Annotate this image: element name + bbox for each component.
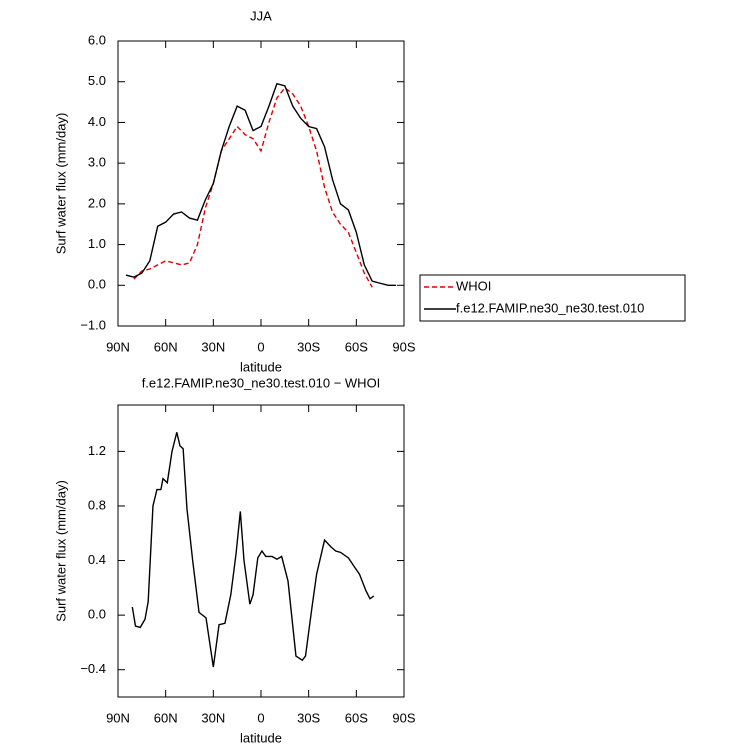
x-tick-label: 60N bbox=[154, 339, 178, 354]
x-tick-label: 30N bbox=[201, 339, 225, 354]
x-axis-label: latitude bbox=[240, 730, 282, 745]
legend-label: f.e12.FAMIP.ne30_ne30.test.010 bbox=[456, 300, 644, 315]
plot-frame bbox=[117, 404, 405, 698]
y-tick-label: 3.0 bbox=[88, 155, 106, 170]
x-axis-label: latitude bbox=[240, 359, 282, 374]
y-tick-label: 5.0 bbox=[88, 73, 106, 88]
y-tick-label: −1.0 bbox=[80, 317, 106, 332]
y-axis-label: Surf water flux (mm/day) bbox=[53, 113, 68, 255]
legend-box bbox=[419, 274, 686, 322]
y-tick-label: 2.0 bbox=[88, 195, 106, 210]
y-tick-label: −0.4 bbox=[80, 661, 106, 676]
y-tick-label: 0.0 bbox=[88, 277, 106, 292]
data-line bbox=[125, 82, 397, 286]
y-tick-label: 0.0 bbox=[88, 607, 106, 622]
y-tick-label: 0.8 bbox=[88, 497, 106, 512]
y-tick-label: 1.2 bbox=[88, 443, 106, 458]
x-tick-label: 30S bbox=[297, 710, 320, 725]
x-tick-label: 30N bbox=[201, 710, 225, 725]
x-tick-label: 90N bbox=[106, 710, 130, 725]
data-line bbox=[133, 86, 373, 288]
legend-label: WHOI bbox=[456, 278, 491, 293]
x-tick-label: 60S bbox=[345, 339, 368, 354]
y-tick-label: 4.0 bbox=[88, 114, 106, 129]
plot-frame bbox=[117, 40, 405, 327]
x-tick-label: 90S bbox=[392, 710, 415, 725]
x-tick-label: 0 bbox=[257, 339, 264, 354]
y-tick-label: 1.0 bbox=[88, 236, 106, 251]
y-tick-label: 0.4 bbox=[88, 552, 106, 567]
x-tick-label: 60N bbox=[154, 710, 178, 725]
x-tick-label: 90N bbox=[106, 339, 130, 354]
x-tick-label: 60S bbox=[345, 710, 368, 725]
data-line bbox=[131, 432, 375, 668]
y-axis-label: Surf water flux (mm/day) bbox=[53, 480, 68, 622]
x-tick-label: 0 bbox=[257, 710, 264, 725]
x-tick-label: 90S bbox=[392, 339, 415, 354]
y-tick-label: 6.0 bbox=[88, 32, 106, 47]
x-tick-label: 30S bbox=[297, 339, 320, 354]
chart-title: JJA bbox=[250, 8, 272, 23]
chart-title: f.e12.FAMIP.ne30_ne30.test.010 − WHOI bbox=[142, 375, 381, 390]
